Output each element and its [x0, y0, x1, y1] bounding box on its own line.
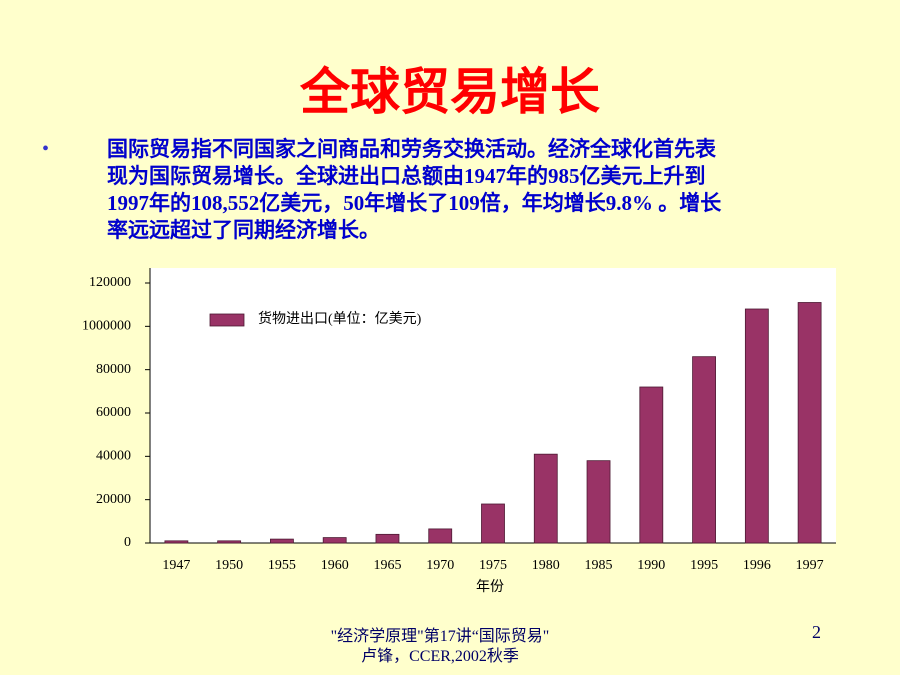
bar: [322, 537, 347, 544]
plot-area: [150, 268, 836, 543]
page-number: 2: [812, 622, 821, 642]
x-tick-label: 1985: [585, 558, 613, 573]
bar: [164, 540, 189, 544]
legend-swatch: [209, 313, 245, 327]
bullet-text: 国际贸易指不同国家之间商品和劳务交换活动。经济全球化首先表 现为国际贸易增长。全球…: [107, 136, 867, 244]
bar: [428, 528, 453, 544]
footer-line: 卢锋，CCER,2002秋季: [361, 648, 519, 665]
footer-line: "经济学原理"第17讲“国际贸易": [330, 628, 550, 645]
x-tick-label: 1960: [321, 558, 349, 573]
x-tick-label: 1955: [268, 558, 296, 573]
y-tick-label: 1000000: [82, 319, 131, 334]
x-tick-label: 1995: [690, 558, 718, 573]
y-tick-label: 60000: [96, 405, 131, 420]
bullet-line: 1997年的108,552亿美元，50年增长了109倍，年均增长9.8% 。增长: [107, 191, 722, 215]
bar: [797, 302, 822, 544]
legend-label: 货物进出口(单位：亿美元): [258, 310, 422, 327]
x-tick-label: 1947: [162, 558, 190, 573]
bar: [533, 453, 558, 544]
bar: [692, 356, 716, 544]
x-tick-label: 1950: [215, 558, 243, 573]
x-tick-label: 1980: [532, 558, 560, 573]
x-tick-label: 1996: [743, 558, 771, 573]
y-tick-label: 20000: [96, 492, 131, 507]
bullet-line: 率远远超过了同期经济增长。: [107, 218, 380, 242]
x-tick-label: 1997: [796, 558, 824, 573]
bar: [217, 540, 242, 544]
y-tick-label: 120000: [89, 275, 131, 290]
bullet-line: 国际贸易指不同国家之间商品和劳务交换活动。经济全球化首先表: [107, 137, 716, 161]
bar: [375, 533, 400, 544]
bar: [744, 308, 769, 544]
bar: [270, 538, 294, 544]
bullet-line: 现为国际贸易增长。全球进出口总额由1947年的985亿美元上升到: [107, 164, 706, 188]
y-tick-label: 40000: [96, 449, 131, 464]
x-tick-label: 1965: [373, 558, 401, 573]
bar: [481, 503, 505, 544]
x-tick-label: 1990: [637, 558, 665, 573]
x-tick-label: 1970: [426, 558, 454, 573]
slide-title: 全球贸易增长: [300, 64, 600, 120]
x-tick-label: 1975: [479, 558, 507, 573]
bar: [639, 386, 664, 544]
bullet-dot: •: [42, 138, 50, 160]
x-axis-label: 年份: [476, 579, 504, 595]
y-tick-label: 0: [124, 535, 131, 550]
bar: [586, 460, 611, 544]
y-tick-label: 80000: [96, 362, 131, 377]
